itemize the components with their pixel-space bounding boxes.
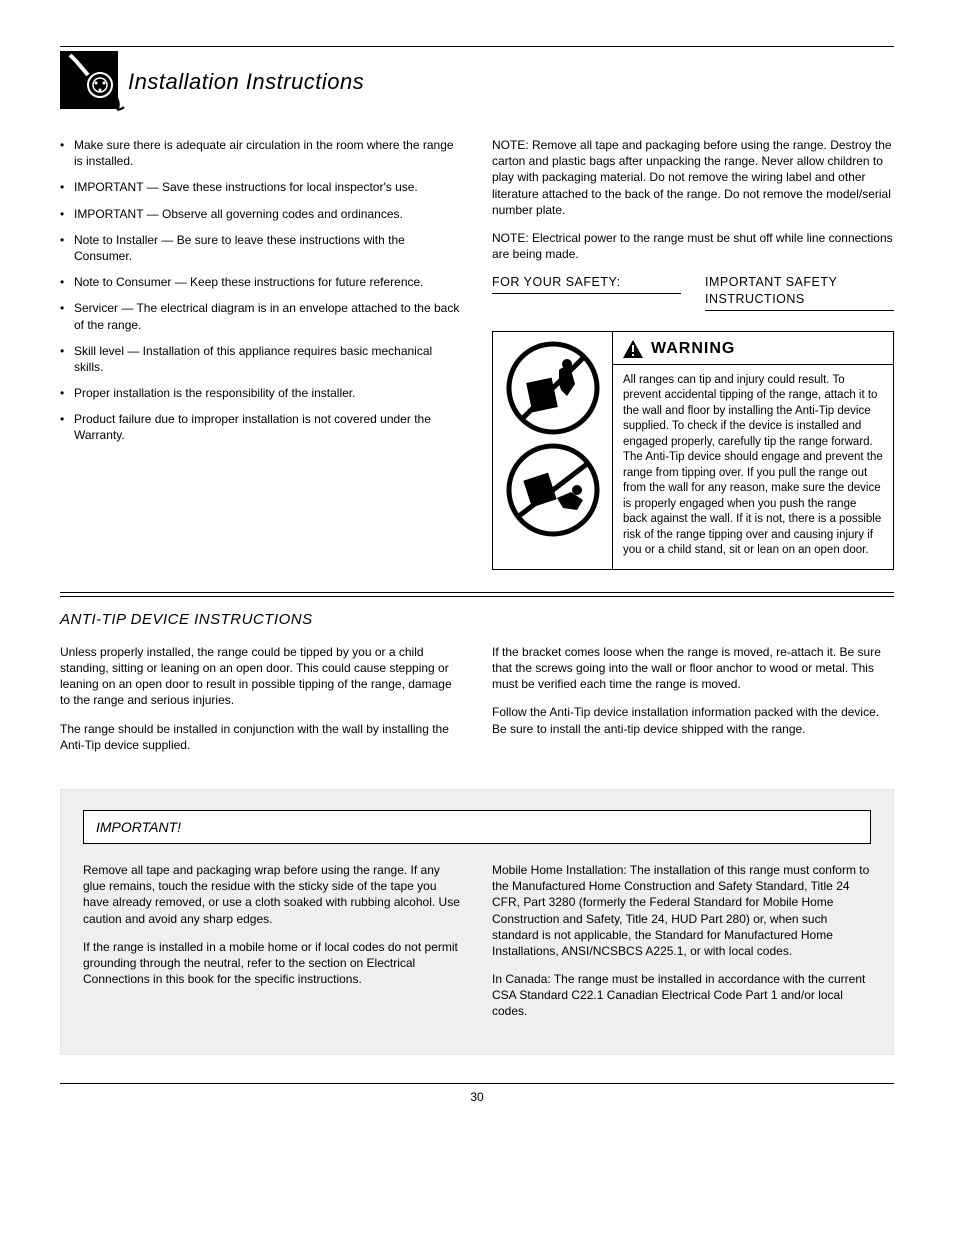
callout-title: IMPORTANT! <box>83 810 871 844</box>
page-title: Installation Instructions <box>128 47 364 95</box>
bullet-text: Make sure there is adequate air circulat… <box>74 137 462 169</box>
header-row: Installation Instructions <box>60 47 894 109</box>
callout-right: Mobile Home Installation: The installati… <box>492 862 871 1032</box>
no-tip-fall-icon <box>505 442 601 538</box>
alert-triangle-icon <box>623 340 643 358</box>
paragraph: If the bracket comes loose when the rang… <box>492 644 894 693</box>
section-divider <box>60 592 894 597</box>
bullet-text: Product failure due to improper installa… <box>74 411 462 443</box>
left-column: •Make sure there is adequate air circula… <box>60 137 462 570</box>
no-push-range-icon <box>505 340 601 436</box>
subheader-rule <box>492 293 681 294</box>
note-text: NOTE: Remove all tape and packaging befo… <box>492 137 894 218</box>
bullet-text: Skill level — Installation of this appli… <box>74 343 462 375</box>
safety-subheaders: FOR YOUR SAFETY: IMPORTANT SAFETY INSTRU… <box>492 274 894 321</box>
bullet-text: Servicer — The electrical diagram is in … <box>74 300 462 332</box>
page-number: 30 <box>470 1090 483 1104</box>
paragraph: Follow the Anti-Tip device installation … <box>492 704 894 736</box>
callout-left: Remove all tape and packaging wrap befor… <box>83 862 462 1032</box>
anti-tip-right: If the bracket comes loose when the rang… <box>492 644 894 765</box>
bullet-text: Note to Consumer — Keep these instructio… <box>74 274 424 290</box>
warning-title: WARNING <box>651 338 735 360</box>
warning-header: WARNING <box>613 332 893 365</box>
warning-body-text: All ranges can tip and injury could resu… <box>613 365 893 569</box>
warning-box: WARNING All ranges can tip and injury co… <box>492 331 894 570</box>
bullet-text: Note to Installer — Be sure to leave the… <box>74 232 462 264</box>
subheader-important-safety: IMPORTANT SAFETY INSTRUCTIONS <box>705 274 894 308</box>
paragraph: In Canada: The range must be installed i… <box>492 971 871 1020</box>
subheader-rule <box>705 310 894 311</box>
power-cord-icon <box>60 51 118 109</box>
note-text: NOTE: Electrical power to the range must… <box>492 230 894 262</box>
paragraph: The range should be installed in conjunc… <box>60 721 462 753</box>
anti-tip-title: ANTI-TIP DEVICE INSTRUCTIONS <box>60 611 894 628</box>
bullet-text: IMPORTANT — Save these instructions for … <box>74 179 418 195</box>
right-column: NOTE: Remove all tape and packaging befo… <box>492 137 894 570</box>
bullet-text: Proper installation is the responsibilit… <box>74 385 355 401</box>
warning-pictograms <box>493 332 613 569</box>
paragraph: Remove all tape and packaging wrap befor… <box>83 862 462 927</box>
important-callout: IMPORTANT! Remove all tape and packaging… <box>60 789 894 1055</box>
paragraph: If the range is installed in a mobile ho… <box>83 939 462 988</box>
bullet-text: IMPORTANT — Observe all governing codes … <box>74 206 403 222</box>
subheader-safety: FOR YOUR SAFETY: <box>492 274 681 291</box>
upper-two-col: •Make sure there is adequate air circula… <box>60 137 894 570</box>
anti-tip-two-col: Unless properly installed, the range cou… <box>60 644 894 765</box>
paragraph: Mobile Home Installation: The installati… <box>492 862 871 959</box>
paragraph: Unless properly installed, the range cou… <box>60 644 462 709</box>
anti-tip-left: Unless properly installed, the range cou… <box>60 644 462 765</box>
footer: 30 <box>60 1083 894 1104</box>
